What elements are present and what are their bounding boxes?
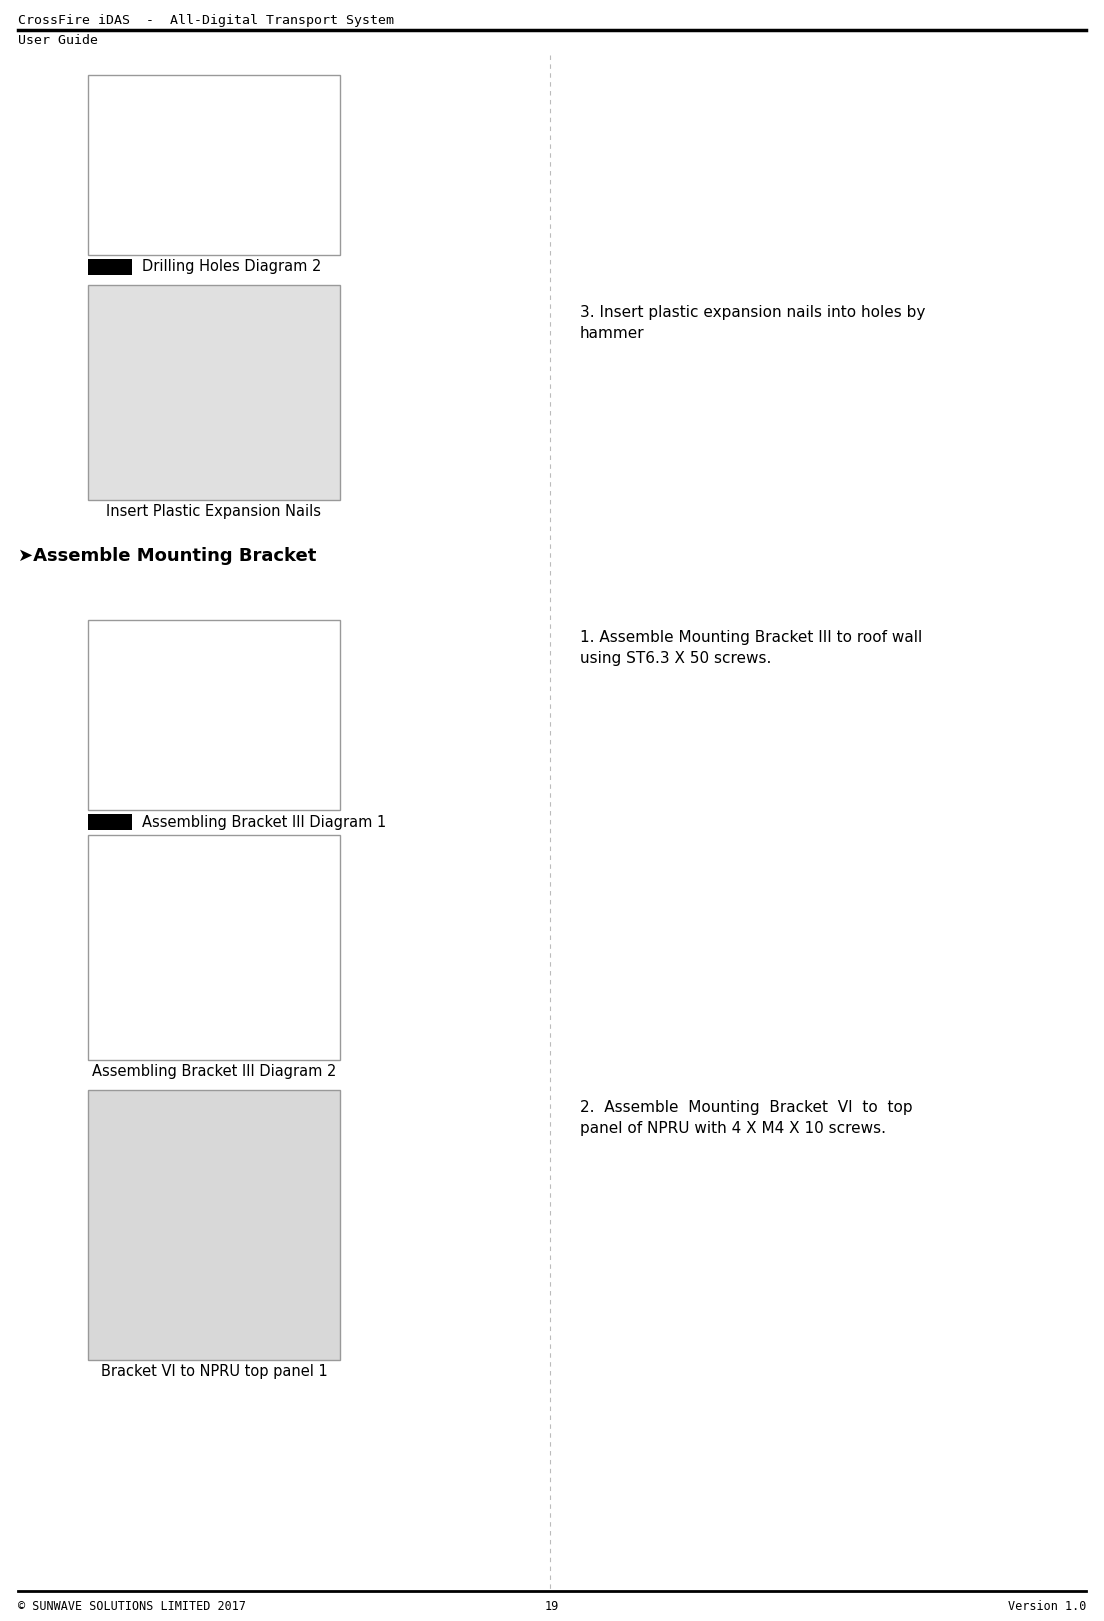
Text: Bracket VI to NPRU top panel 1: Bracket VI to NPRU top panel 1 bbox=[100, 1363, 328, 1379]
Bar bbox=[88, 259, 132, 276]
Text: 19: 19 bbox=[545, 1600, 559, 1613]
Text: 3. Insert plastic expansion nails into holes by
hammer: 3. Insert plastic expansion nails into h… bbox=[580, 305, 925, 340]
Bar bbox=[88, 285, 340, 499]
Text: Assembling Bracket III Diagram 1: Assembling Bracket III Diagram 1 bbox=[142, 814, 386, 830]
Text: Drilling Holes Diagram 2: Drilling Holes Diagram 2 bbox=[142, 259, 321, 274]
Bar bbox=[88, 1089, 340, 1360]
Bar bbox=[88, 619, 340, 810]
Text: User Guide: User Guide bbox=[18, 34, 98, 47]
Bar bbox=[88, 835, 340, 1060]
Text: CrossFire iDAS  -  All-Digital Transport System: CrossFire iDAS - All-Digital Transport S… bbox=[18, 15, 394, 28]
Bar bbox=[88, 814, 132, 830]
Text: Insert Plastic Expansion Nails: Insert Plastic Expansion Nails bbox=[106, 504, 321, 519]
Text: Assembling Bracket III Diagram 2: Assembling Bracket III Diagram 2 bbox=[92, 1063, 337, 1080]
Text: 1. Assemble Mounting Bracket III to roof wall
using ST6.3 X 50 screws.: 1. Assemble Mounting Bracket III to roof… bbox=[580, 631, 922, 666]
Text: ➤Assemble Mounting Bracket: ➤Assemble Mounting Bracket bbox=[18, 546, 317, 566]
Bar bbox=[88, 75, 340, 254]
Text: Version 1.0: Version 1.0 bbox=[1008, 1600, 1086, 1613]
Text: © SUNWAVE SOLUTIONS LIMITED 2017: © SUNWAVE SOLUTIONS LIMITED 2017 bbox=[18, 1600, 246, 1613]
Text: 2.  Assemble  Mounting  Bracket  VI  to  top
panel of NPRU with 4 X M4 X 10 scre: 2. Assemble Mounting Bracket VI to top p… bbox=[580, 1101, 912, 1136]
